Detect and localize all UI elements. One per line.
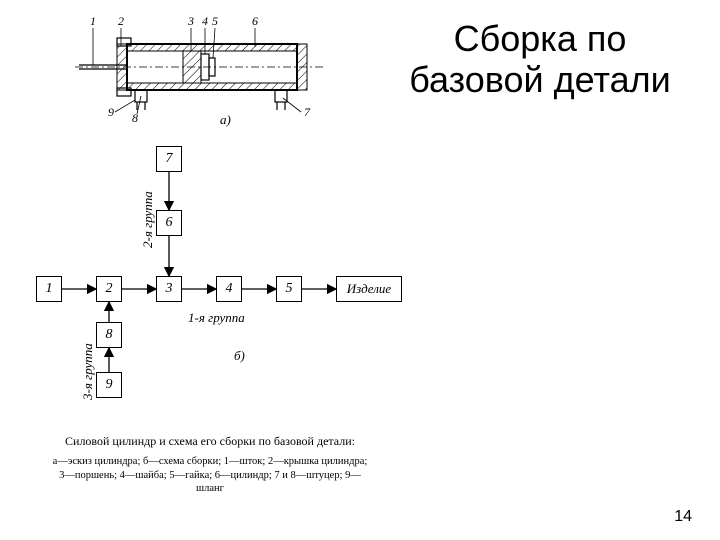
svg-text:9: 9 (108, 105, 114, 119)
svg-text:6: 6 (252, 14, 258, 28)
fig-a-label: а) (220, 112, 231, 128)
svg-text:4: 4 (202, 14, 208, 28)
node-4: 4 (216, 276, 242, 302)
node-2: 2 (96, 276, 122, 302)
svg-text:5: 5 (212, 14, 218, 28)
cylinder-sketch: 1 2 3 4 5 6 9 8 7 (75, 14, 335, 124)
svg-text:1: 1 (90, 14, 96, 28)
svg-text:2: 2 (118, 14, 124, 28)
node-6: 6 (156, 210, 182, 236)
svg-text:3: 3 (187, 14, 194, 28)
node-9: 9 (96, 372, 122, 398)
group1-label: 1-я группа (188, 310, 245, 326)
node-8: 8 (96, 322, 122, 348)
diagram-container: 1 2 3 4 5 6 9 8 7 а) 1 2 3 4 5 Изделие 7… (0, 0, 720, 540)
svg-text:8: 8 (132, 111, 138, 124)
node-5: 5 (276, 276, 302, 302)
group3-label: 3-я группа (80, 343, 96, 400)
fig-b-label: б) (234, 348, 245, 364)
node-3: 3 (156, 276, 182, 302)
svg-text:7: 7 (304, 105, 311, 119)
node-1: 1 (36, 276, 62, 302)
node-7: 7 (156, 146, 182, 172)
group2-label: 2-я группа (140, 191, 156, 248)
node-final: Изделие (336, 276, 402, 302)
